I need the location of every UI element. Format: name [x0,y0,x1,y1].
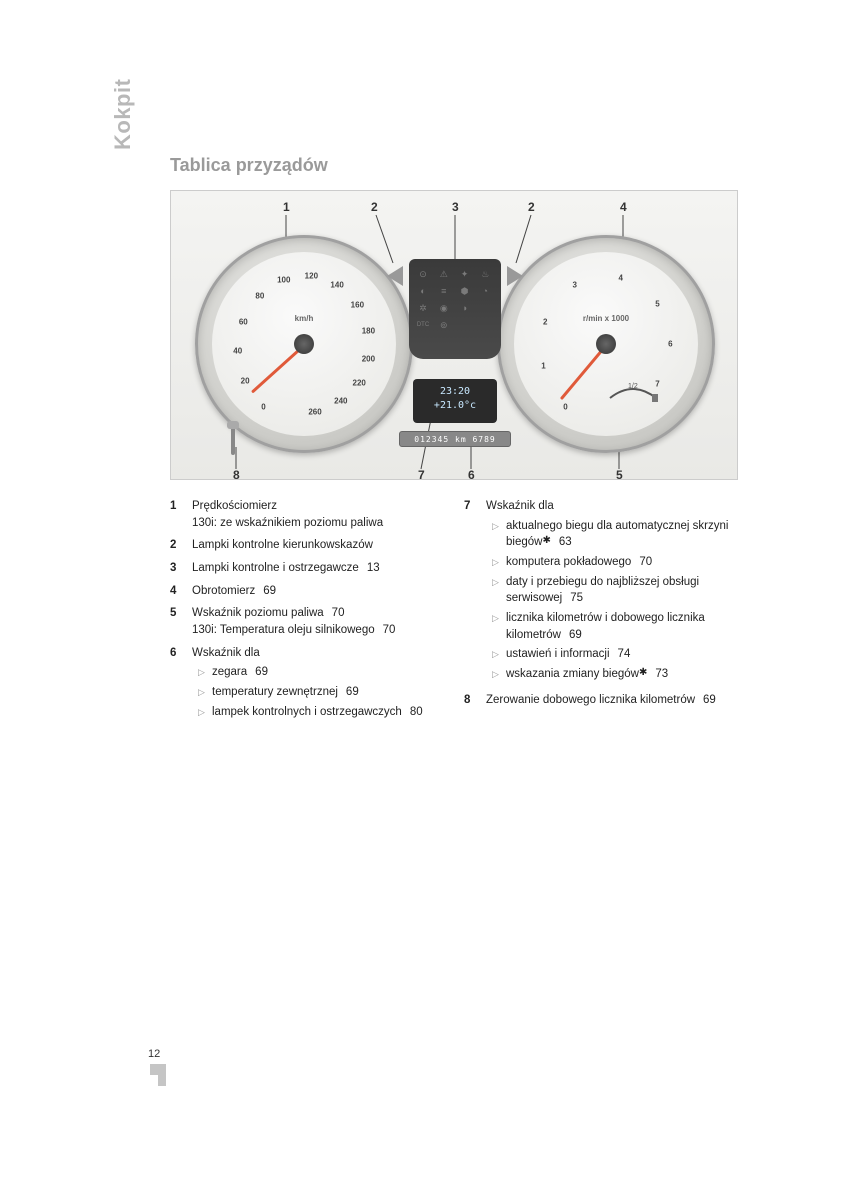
warn-icon: ✦ [457,267,473,281]
warn-icon: ♨ [477,267,493,281]
turn-signal-right-icon [507,266,523,286]
speedometer-gauge: km/h 0 20 40 60 80 100 120 140 160 180 2… [195,235,413,453]
legend-item-body: Wskaźnik dla▷aktualnego biegu dla automa… [486,498,740,686]
legend-item: 4Obrotomierz69 [170,583,446,600]
warn-icon: ⬢ [457,284,473,298]
legend-sub-item: ▷zegara69 [192,664,446,681]
triangle-bullet-icon: ▷ [198,684,212,701]
triangle-bullet-icon: ▷ [492,666,506,683]
legend-item-body: Lampki kontrolne kierunkowskazów [192,537,446,554]
triangle-bullet-icon: ▷ [492,574,506,607]
legend-item-number: 6 [170,645,192,724]
legend-columns: 1Prędkościomierz130i: ze wskaźnikiem poz… [170,498,740,729]
svg-text:1/2: 1/2 [628,383,638,390]
svg-text:6: 6 [468,468,475,481]
svg-text:8: 8 [233,468,240,481]
warning-light-panel: ⊙ ⚠ ✦ ♨ ◐ ≡ ⬢ ◔ ✲ ◉ ◑ DTC ⊚ [409,259,501,359]
svg-text:2: 2 [371,200,378,214]
info-display: 23:20 +21.0°c [413,379,497,423]
legend-item: 1Prędkościomierz130i: ze wskaźnikiem poz… [170,498,446,531]
triangle-bullet-icon: ▷ [198,704,212,721]
legend-left-column: 1Prędkościomierz130i: ze wskaźnikiem poz… [170,498,446,729]
cluster: km/h 0 20 40 60 80 100 120 140 160 180 2… [191,231,719,461]
instrument-cluster-figure: 1 2 3 2 4 5 6 7 8 km/h 0 20 4 [170,190,738,480]
legend-item: 8Zerowanie dobowego licznika kilometrów6… [464,692,740,709]
page-corner-mark [158,1064,166,1086]
reset-stalk [231,427,235,455]
legend-sub-item: ▷aktualnego biegu dla automatycznej skrz… [486,518,740,551]
fuel-gauge: 1/2 [606,376,660,406]
legend-sub-item: ▷temperatury zewnętrznej69 [192,684,446,701]
triangle-bullet-icon: ▷ [492,518,506,551]
legend-item-body: Lampki kontrolne i ostrzegawcze13 [192,560,446,577]
legend-item-number: 2 [170,537,192,554]
legend-item-body: Prędkościomierz130i: ze wskaźnikiem pozi… [192,498,446,531]
svg-text:5: 5 [616,468,623,481]
page-title: Tablica przyządów [170,155,740,176]
turn-signal-left-icon [387,266,403,286]
warn-icon: DTC [415,318,431,332]
page-content: Tablica przyządów 1 2 3 2 4 5 6 7 8 k [170,155,740,729]
legend-item: 6Wskaźnik dla▷zegara69▷temperatury zewnę… [170,645,446,724]
triangle-bullet-icon: ▷ [492,554,506,571]
legend-sub-item: ▷licznika kilometrów i dobowego licznika… [486,610,740,643]
legend-item: 2Lampki kontrolne kierunkowskazów [170,537,446,554]
warn-icon: ◔ [477,284,493,298]
warn-icon: ◐ [415,284,431,298]
warn-icon: ⊙ [415,267,431,281]
page-number: 12 [148,1048,160,1060]
tacho-needle [560,345,607,401]
legend-item-number: 4 [170,583,192,600]
section-tab: Kokpit [110,79,136,150]
svg-text:7: 7 [418,468,425,481]
legend-sub-item: ▷daty i przebiegu do najbliższej obsługi… [486,574,740,607]
legend-item-body: Zerowanie dobowego licznika kilometrów69 [486,692,740,709]
warn-icon: ✲ [415,301,431,315]
odometer: 012345 km 6789 [399,431,511,447]
triangle-bullet-icon: ▷ [492,610,506,643]
legend-item: 7Wskaźnik dla▷aktualnego biegu dla autom… [464,498,740,686]
tacho-unit: r/min x 1000 [514,314,698,323]
warn-icon: ⚠ [436,267,452,281]
svg-text:1: 1 [283,200,290,214]
svg-text:2: 2 [528,200,535,214]
legend-item-body: Wskaźnik poziomu paliwa70130i: Temperatu… [192,605,446,638]
svg-text:3: 3 [452,200,459,214]
triangle-bullet-icon: ▷ [198,664,212,681]
legend-item-number: 5 [170,605,192,638]
legend-sub-item: ▷lampek kontrolnych i ostrzegawczych80 [192,704,446,721]
tachometer-gauge: r/min x 1000 0 1 2 3 4 5 6 7 1/2 [497,235,715,453]
legend-item-number: 1 [170,498,192,531]
warn-icon: ⊚ [436,318,452,332]
legend-sub-item: ▷wskazania zmiany biegów✱73 [486,666,740,683]
warn-icon: ≡ [436,284,452,298]
legend-sub-item: ▷ustawień i informacji74 [486,646,740,663]
legend-sub-item: ▷komputera pokładowego70 [486,554,740,571]
warn-icon: ◉ [436,301,452,315]
warn-icon: ◑ [457,301,473,315]
legend-item: 3Lampki kontrolne i ostrzegawcze13 [170,560,446,577]
legend-item-body: Obrotomierz69 [192,583,446,600]
svg-text:4: 4 [620,200,627,214]
legend-item-body: Wskaźnik dla▷zegara69▷temperatury zewnęt… [192,645,446,724]
warn-icon [477,301,493,315]
legend-item-number: 3 [170,560,192,577]
legend-item-number: 8 [464,692,486,709]
triangle-bullet-icon: ▷ [492,646,506,663]
legend-item-number: 7 [464,498,486,686]
legend-item: 5Wskaźnik poziomu paliwa70130i: Temperat… [170,605,446,638]
legend-right-column: 7Wskaźnik dla▷aktualnego biegu dla autom… [464,498,740,729]
